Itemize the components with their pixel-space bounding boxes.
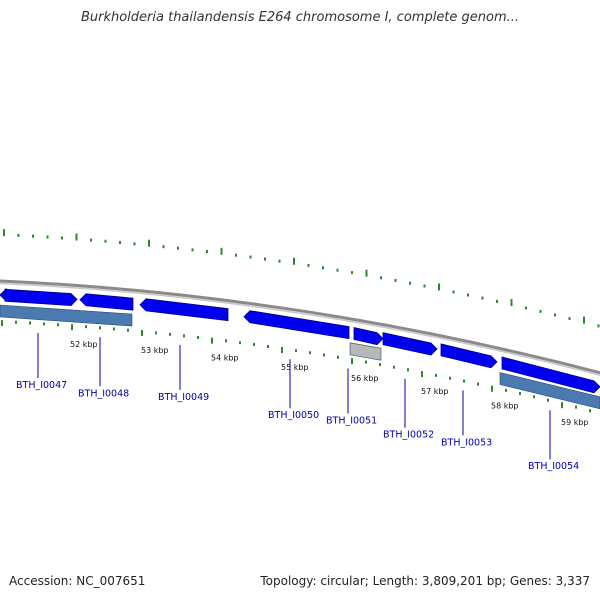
kbp-scale: 52 kbp 53 kbp 54 kbp 55 kbp 56 kbp 57 kbp 58 k… [70, 340, 589, 427]
forward-gene-arrow[interactable] [139, 298, 229, 322]
kbp-label: 55 kbp [281, 363, 309, 372]
forward-gene-arrow[interactable] [4, 288, 78, 306]
map-title: Burkholderia thailandensis E264 chromoso… [80, 10, 520, 25]
backbone-highlight [0, 282, 600, 377]
forward-gene-arrow[interactable] [79, 293, 134, 311]
forward-gene-arrow[interactable] [440, 343, 498, 369]
kbp-label: 53 kbp [141, 346, 169, 355]
pseudo-gene-bar[interactable] [349, 342, 382, 361]
forward-genes [0, 288, 600, 394]
gene-label[interactable]: BTH_I0052 [383, 430, 434, 441]
forward-gene-arrow[interactable] [382, 332, 438, 356]
forward-gene-arrow[interactable] [243, 310, 350, 340]
chromosome-backbone [0, 279, 600, 377]
gene-label[interactable]: BTH_I0051 [326, 416, 377, 427]
gene-labels: BTH_I0047 BTH_I0048 BTH_I0049 BTH_I0050 BTH_… [16, 332, 579, 472]
kbp-label: 58 kbp [491, 402, 519, 411]
backbone-line [0, 279, 600, 375]
kbp-label: 54 kbp [211, 354, 239, 363]
kbp-label: 52 kbp [70, 340, 98, 349]
forward-gene-arrow[interactable] [501, 356, 600, 394]
kbp-label: 56 kbp [351, 374, 379, 383]
inner-ticks [1, 320, 591, 413]
reverse-gene-bar[interactable] [0, 304, 133, 327]
gene-label[interactable]: BTH_I0049 [158, 392, 209, 403]
accession-label: Accession: NC_007651 [9, 574, 146, 588]
gene-label[interactable]: BTH_I0047 [16, 380, 67, 391]
reverse-gene-bar[interactable] [499, 372, 600, 410]
reverse-genes [0, 304, 600, 410]
gene-label[interactable]: BTH_I0054 [528, 461, 579, 472]
gene-label[interactable]: BTH_I0050 [268, 410, 319, 421]
gene-label[interactable]: BTH_I0048 [78, 388, 129, 399]
gene-label[interactable]: BTH_I0053 [441, 437, 492, 448]
genome-summary: Topology: circular; Length: 3,809,201 bp… [260, 574, 590, 588]
outer-gc-ticks [3, 229, 600, 328]
forward-gene-arrow[interactable] [353, 326, 384, 346]
kbp-label: 59 kbp [561, 418, 589, 427]
kbp-label: 57 kbp [421, 387, 449, 396]
